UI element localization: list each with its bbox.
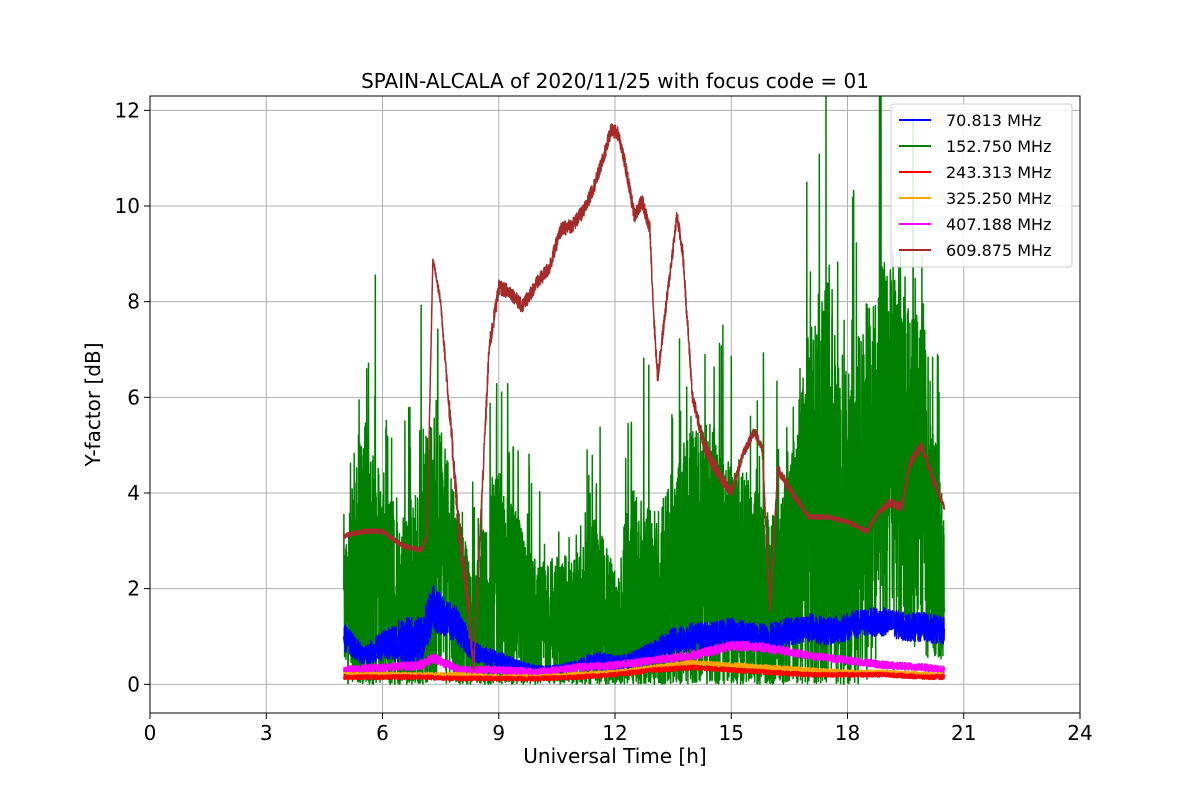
y-tick-label: 6 — [127, 385, 140, 409]
series-line — [343, 640, 946, 677]
x-tick-label: 24 — [1067, 721, 1092, 745]
x-tick-label: 15 — [719, 721, 744, 745]
x-tick-label: 18 — [835, 721, 860, 745]
x-tick-label: 3 — [260, 721, 273, 745]
legend-label: 243.313 MHz — [946, 163, 1051, 182]
x-tick-label: 6 — [376, 721, 389, 745]
chart-title: SPAIN-ALCALA of 2020/11/25 with focus co… — [361, 69, 869, 93]
y-tick-label: 8 — [127, 290, 140, 314]
legend-label: 407.188 MHz — [946, 215, 1051, 234]
series-group — [343, 96, 946, 686]
x-axis-ticks: 0 3 6 9 12 15 18 21 24 — [144, 713, 1093, 745]
y-tick-label: 2 — [127, 577, 140, 601]
series-line — [343, 96, 946, 686]
series-line — [343, 123, 946, 673]
x-tick-label: 12 — [602, 721, 627, 745]
x-axis-label: Universal Time [h] — [523, 744, 706, 768]
y-tick-label: 0 — [127, 672, 140, 696]
y-axis-ticks: 0 2 4 6 8 10 12 — [115, 98, 150, 696]
legend-label: 152.750 MHz — [946, 137, 1051, 156]
legend-label: 70.813 MHz — [946, 111, 1041, 130]
legend: 70.813 MHz 152.750 MHz 243.313 MHz 325.250 … — [890, 103, 1073, 268]
series-line — [343, 584, 946, 676]
y-tick-label: 10 — [115, 194, 140, 218]
x-tick-label: 9 — [492, 721, 505, 745]
x-tick-label: 21 — [951, 721, 976, 745]
x-tick-label: 0 — [144, 721, 157, 745]
legend-label: 609.875 MHz — [946, 241, 1051, 260]
y-axis-label: Y-factor [dB] — [81, 342, 105, 467]
legend-box — [890, 103, 1073, 268]
series-line — [343, 664, 946, 682]
legend-label: 325.250 MHz — [946, 189, 1051, 208]
y-tick-label: 12 — [115, 98, 140, 122]
y-tick-label: 4 — [127, 481, 140, 505]
